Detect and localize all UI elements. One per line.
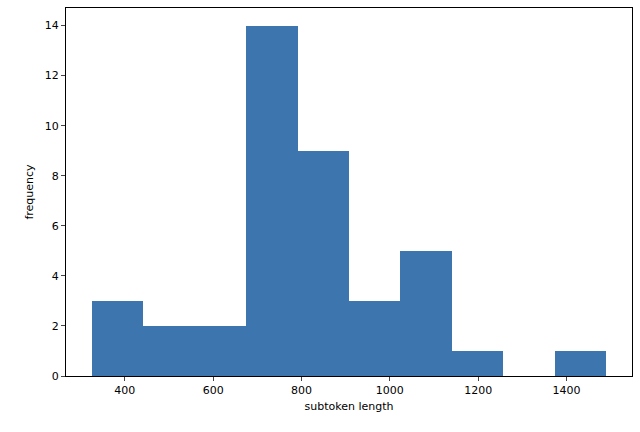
svg-text:12: 12 <box>45 69 59 82</box>
svg-text:800: 800 <box>291 384 312 397</box>
svg-text:1400: 1400 <box>553 384 581 397</box>
svg-text:1000: 1000 <box>376 384 404 397</box>
svg-text:600: 600 <box>203 384 224 397</box>
svg-text:10: 10 <box>45 120 59 133</box>
svg-text:8: 8 <box>52 170 59 183</box>
svg-text:subtoken length: subtoken length <box>304 400 393 413</box>
svg-text:0: 0 <box>52 370 59 383</box>
svg-text:2: 2 <box>52 320 59 333</box>
svg-text:6: 6 <box>52 220 59 233</box>
svg-text:400: 400 <box>114 384 135 397</box>
svg-text:frequency: frequency <box>23 164 36 220</box>
svg-text:4: 4 <box>52 270 59 283</box>
svg-text:1200: 1200 <box>464 384 492 397</box>
svg-text:14: 14 <box>45 19 59 32</box>
